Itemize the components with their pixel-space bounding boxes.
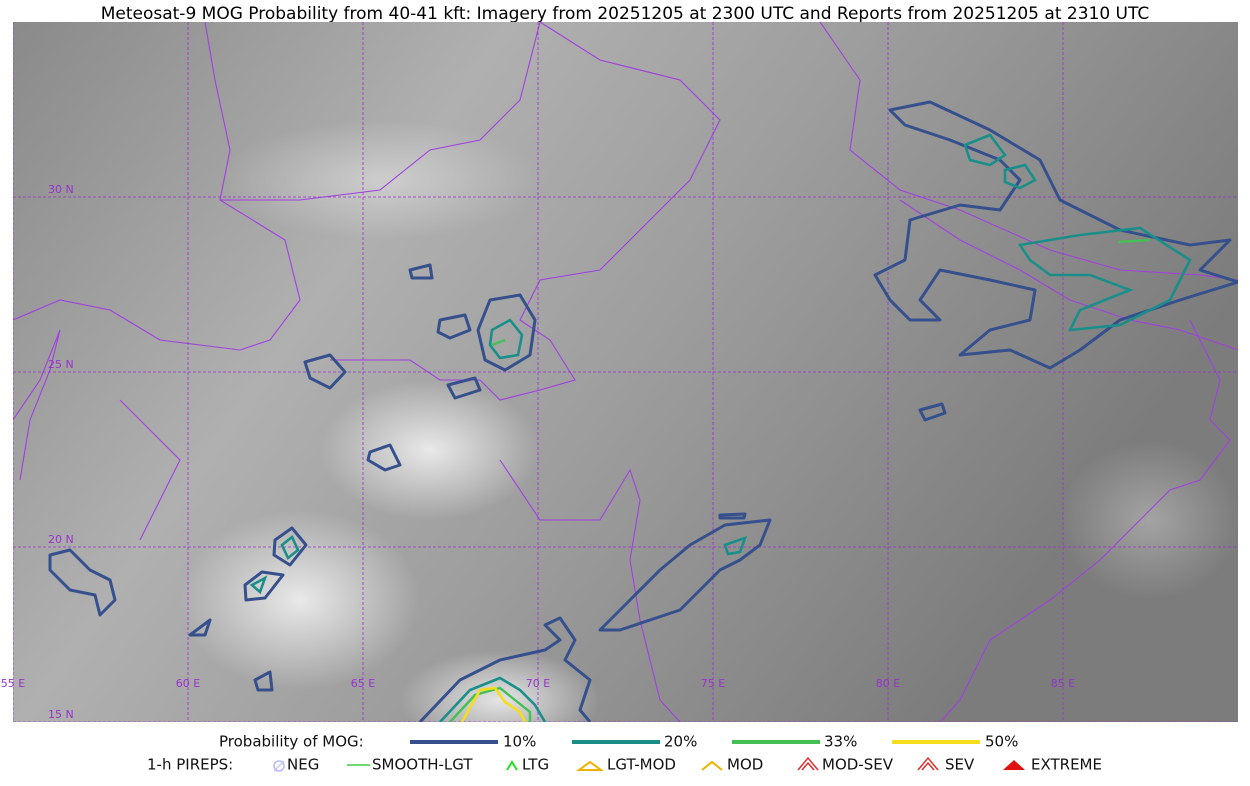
mog-contours — [48, 100, 1238, 722]
legend-level: 50% — [985, 733, 1018, 751]
lat-label: 15 N — [48, 708, 74, 721]
lon-label: 75 E — [701, 677, 725, 690]
legend-title: Probability of MOG: — [219, 733, 364, 751]
legend-item: LGT-MOD — [607, 756, 676, 774]
lon-label: 70 E — [526, 677, 550, 690]
legend-item: MOD-SEV — [822, 756, 894, 774]
lat-label: 25 N — [48, 358, 74, 371]
lat-label: 20 N — [48, 533, 74, 546]
lon-label: 80 E — [876, 677, 900, 690]
legend-level: 10% — [503, 733, 536, 751]
legend-item: SMOOTH-LGT — [372, 756, 473, 774]
lon-label: 85 E — [1051, 677, 1075, 690]
legend-level: 33% — [824, 733, 857, 751]
legend-item: SEV — [945, 756, 975, 774]
legend-item: MOD — [727, 756, 763, 774]
lon-label: 55 E — [1, 677, 25, 690]
legend-item: EXTREME — [1031, 756, 1102, 774]
title: Meteosat-9 MOG Probability from 40-41 kf… — [101, 4, 1150, 24]
legend: Probability of MOG: 10% 20% 33% 50% 1-h … — [147, 733, 1102, 774]
legend-item: LTG — [522, 756, 549, 774]
map — [13, 22, 1238, 722]
graticule — [13, 22, 1238, 722]
legend-title: 1-h PIREPS: — [147, 756, 233, 774]
lon-label: 60 E — [176, 677, 200, 690]
legend-level: 20% — [664, 733, 697, 751]
lon-label: 65 E — [351, 677, 375, 690]
lat-label: 30 N — [48, 183, 74, 196]
legend-item: NEG — [287, 756, 319, 774]
borders — [13, 22, 1238, 722]
